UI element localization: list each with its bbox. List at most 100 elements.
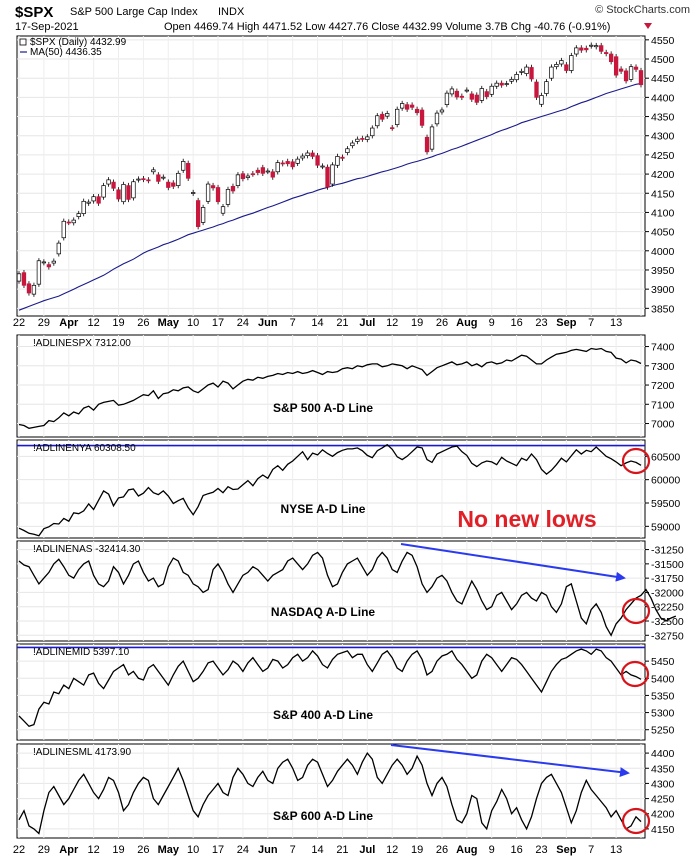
candle-body [315,155,320,166]
panel-frame [16,743,646,839]
candle-body [215,187,221,203]
y-tick-label: 4550 [651,35,675,47]
y-tick-label: 60000 [651,475,680,487]
y-tick-label: 5250 [651,725,675,737]
x-tick-label: 21 [336,844,348,856]
candle-body [260,167,265,174]
panel-5 [16,743,649,839]
x-tick-label: 26 [137,317,149,329]
x-tick-label: 7 [588,317,594,329]
x-tick-label: Jul [359,317,375,329]
candle-body [529,67,534,80]
y-tick-label: 60500 [651,451,680,463]
candle-body [176,172,181,186]
x-tick-label: 14 [311,844,323,856]
candle-body [419,109,425,126]
candle-body [76,213,81,218]
candle-body [395,108,400,125]
candle-body [569,55,574,71]
y-tick-label: 7100 [651,399,675,411]
panel-label: !ADLINESML 4173.90 [33,747,131,758]
y-tick-label: 4100 [651,207,675,219]
candle-body [161,176,166,179]
y-tick-label: -31750 [651,573,684,585]
y-tick-label: 4300 [651,131,675,143]
candle-body [604,52,609,54]
x-tick-label: 17 [212,317,224,329]
y-tick-label: 5450 [651,656,675,668]
x-tick-label: 12 [88,317,100,329]
candle-body [504,83,509,85]
y-tick-label: 4200 [651,169,675,181]
x-tick-label: Jun [258,844,278,856]
y-tick-label: 3950 [651,265,675,277]
highlight-circle [621,447,651,475]
candle-body [250,173,256,176]
y-tick-label: 4500 [651,54,675,66]
quote-line: Open 4469.74 High 4471.52 Low 4427.76 Cl… [164,21,610,33]
candle-body [280,162,285,165]
legend-price: $SPX (Daily) 4432.99 [30,37,127,48]
x-tick-label: 29 [38,317,50,329]
chevron-down-icon [644,23,652,29]
candle-body [385,113,390,117]
candle-body [618,68,624,72]
candle-body [599,45,604,52]
annotation-no-new-lows: No new lows [457,506,596,532]
y-tick-label: 4300 [651,778,675,790]
candle-body [166,181,171,188]
candle-body [584,47,589,51]
x-tick-label: 21 [336,317,348,329]
candle-body [479,88,484,101]
x-tick-label: 7 [290,844,296,856]
y-tick-label: 7000 [651,419,675,431]
x-tick-label: 7 [588,844,594,856]
x-tick-label: 17 [212,844,224,856]
panel-label: !ADLINENAS -32414.30 [33,544,141,555]
candle-body [101,185,106,198]
candle-body [131,181,136,199]
candle-body [370,127,375,137]
ad-line-3 [18,551,677,637]
ad-line-2 [18,443,642,537]
candle-body [400,103,405,109]
x-tick-label: 24 [237,844,249,856]
panel-caption: NASDAQ A-D Line [271,605,376,619]
x-tick-label: 10 [187,844,199,856]
candle-body [295,158,300,164]
candle-body [439,109,445,113]
candle-body [235,174,241,186]
candle-body [225,189,231,205]
ad-line-5 [18,751,642,835]
y-tick-label: 4250 [651,150,675,162]
candle-body [574,47,579,55]
candle-body [409,104,415,108]
y-tick-label: 7400 [651,342,675,354]
candle-body [469,93,474,100]
candle-body [380,113,385,120]
y-tick-label: 4200 [651,809,675,821]
y-tick-label: 4450 [651,73,675,85]
candle-body [454,90,460,98]
x-tick-label: 23 [535,844,547,856]
candle-body [360,138,365,140]
x-tick-label: 14 [311,317,323,329]
candle-body [534,81,539,98]
candle-body [21,272,27,286]
candle-body [494,82,499,87]
y-tick-label: 5350 [651,690,675,702]
candle-body [544,81,549,94]
candle-body [539,95,544,105]
y-tick-label: -31500 [651,559,684,571]
trend-arrow-sp600 [390,744,630,778]
candle-body [414,108,420,114]
candle-body [519,70,524,73]
legend-ma: MA(50) 4436.35 [30,47,102,58]
y-tick-label: 7300 [651,361,675,373]
candle-body [290,161,295,168]
y-tick-label: 5300 [651,708,675,720]
y-tick-label: 3900 [651,284,675,296]
x-tick-label: 13 [610,317,622,329]
candle-body [633,66,639,70]
